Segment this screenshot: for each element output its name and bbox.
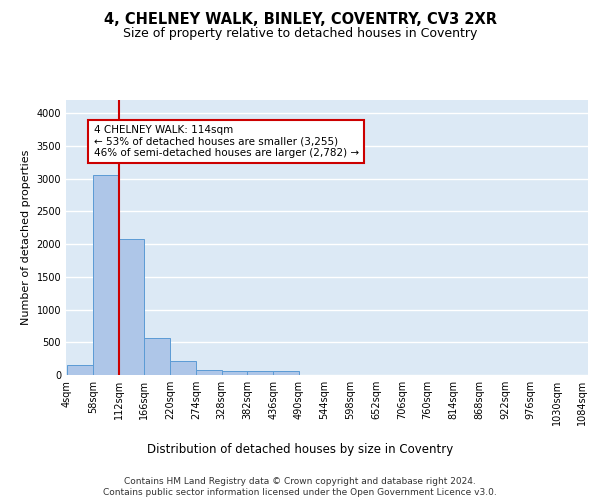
Y-axis label: Number of detached properties: Number of detached properties	[21, 150, 31, 325]
Bar	[67, 365, 93, 375]
Text: Size of property relative to detached houses in Coventry: Size of property relative to detached ho…	[123, 28, 477, 40]
Bar	[273, 371, 299, 375]
Text: 4, CHELNEY WALK, BINLEY, COVENTRY, CV3 2XR: 4, CHELNEY WALK, BINLEY, COVENTRY, CV3 2…	[104, 12, 497, 28]
Bar	[247, 372, 273, 375]
Bar	[118, 240, 144, 375]
Bar	[221, 371, 247, 375]
Text: Contains HM Land Registry data © Crown copyright and database right 2024.
Contai: Contains HM Land Registry data © Crown c…	[103, 478, 497, 497]
Text: 4 CHELNEY WALK: 114sqm
← 53% of detached houses are smaller (3,255)
46% of semi-: 4 CHELNEY WALK: 114sqm ← 53% of detached…	[94, 125, 359, 158]
Bar	[144, 338, 170, 375]
Text: Distribution of detached houses by size in Coventry: Distribution of detached houses by size …	[147, 442, 453, 456]
Bar	[170, 361, 196, 375]
Bar	[196, 370, 221, 375]
Bar	[93, 174, 118, 375]
